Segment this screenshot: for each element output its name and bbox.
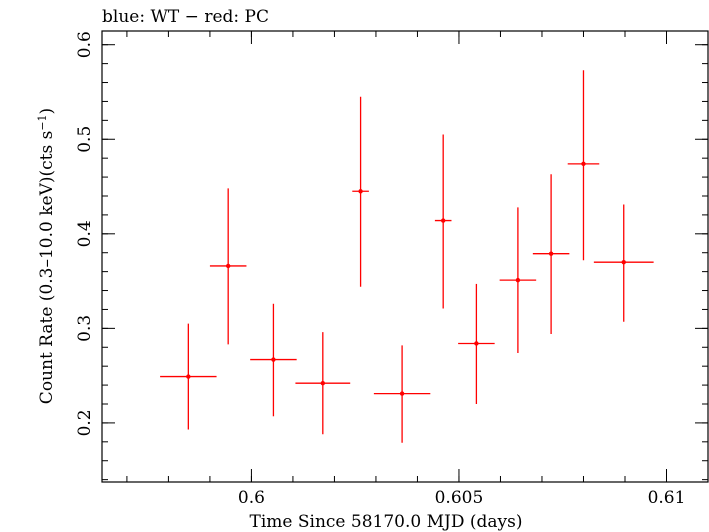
y-tick-label: 0.3: [75, 315, 95, 342]
y-tick-label: 0.4: [75, 220, 95, 247]
y-tick-label: 0.5: [75, 126, 95, 153]
x-tick-label: 0.61: [648, 488, 686, 508]
axes: 0.6 0.605 0.61 0.2 0.3 0.4 0.5 0.6: [75, 31, 709, 508]
data-point: [567, 70, 600, 261]
data-marker: [548, 251, 554, 256]
data-point: [499, 207, 537, 353]
y-tick-label: 0.6: [75, 31, 95, 58]
x-tick-label: 0.6: [238, 488, 265, 508]
data-marker: [440, 218, 446, 223]
y-axis-label-main: Count Rate (0.3–10.0 keV)(cts s: [37, 131, 57, 405]
data-point: [373, 345, 431, 443]
plot-frame: [101, 30, 709, 483]
data-marker: [399, 391, 405, 396]
data-point: [352, 96, 369, 287]
data-marker: [581, 161, 586, 167]
x-tick-label: 0.605: [435, 488, 484, 508]
data-marker: [271, 357, 276, 362]
data-point: [593, 204, 654, 322]
data-layer: [160, 70, 654, 443]
data-marker: [186, 374, 191, 379]
series-pc: [160, 70, 654, 443]
data-point: [160, 323, 217, 430]
data-marker: [621, 259, 626, 265]
data-marker: [320, 380, 326, 386]
data-marker: [474, 341, 479, 346]
data-point: [209, 188, 247, 345]
data-point: [458, 283, 495, 404]
data-point: [295, 332, 351, 435]
data-marker: [358, 189, 363, 194]
data-marker: [225, 263, 231, 269]
y-axis-label-sup: −1: [36, 114, 49, 130]
data-point: [250, 303, 297, 417]
x-axis-label: Time Since 58170.0 MJD (days): [250, 512, 523, 532]
data-marker: [515, 277, 521, 283]
y-axis-label: Count Rate (0.3–10.0 keV)(cts s−1): [36, 108, 57, 404]
y-axis-label-end: ): [37, 108, 57, 115]
chart-title: blue: WT − red: PC: [102, 7, 269, 27]
data-point: [532, 174, 570, 335]
y-tick-label: 0.2: [75, 409, 95, 436]
data-point: [434, 134, 452, 309]
